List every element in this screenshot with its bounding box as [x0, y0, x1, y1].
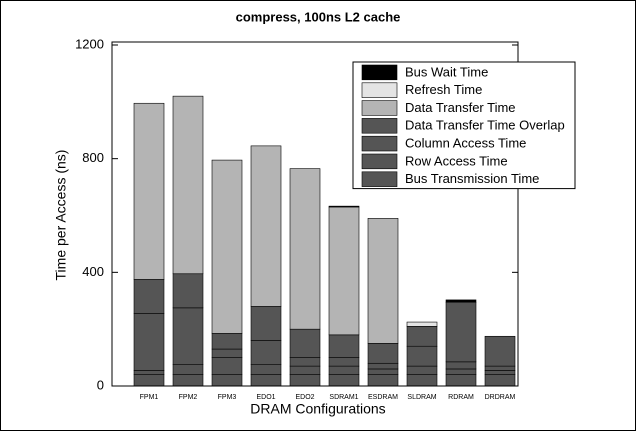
bar-segment — [367, 218, 399, 344]
legend-label: Refresh Time — [405, 82, 482, 97]
x-tick-label: SLDRAM — [407, 394, 436, 401]
legend-swatch — [361, 171, 398, 187]
bar-segment — [328, 206, 360, 336]
x-tick-label: FPM2 — [179, 394, 198, 401]
legend-swatch — [361, 82, 398, 98]
bar-segment — [406, 374, 438, 387]
bar-segment — [250, 364, 282, 375]
bar-segment — [367, 362, 399, 370]
bar-segment — [406, 345, 438, 367]
bar-segment — [328, 374, 360, 387]
bar-segment — [484, 370, 516, 375]
bar-segment — [133, 279, 165, 314]
chart-title: compress, 100ns L2 cache — [236, 9, 401, 24]
plot-area — [112, 44, 518, 387]
bar-segment — [445, 374, 477, 387]
legend-swatch — [361, 118, 398, 134]
x-tick-label: EDO1 — [256, 394, 275, 401]
bar-segment — [211, 348, 243, 358]
bar-segment — [133, 370, 165, 375]
bar-segment — [445, 301, 477, 363]
bar-segment — [211, 159, 243, 334]
x-tick-label: ESDRAM — [368, 394, 398, 401]
legend-swatch — [361, 100, 398, 116]
plot-border — [111, 41, 519, 387]
y-axis-title: Time per Access (ns) — [53, 150, 69, 281]
bar-segment — [289, 328, 321, 358]
legend-label: Data Transfer Time — [405, 100, 516, 115]
bar-segment — [172, 95, 204, 275]
bar-segment — [406, 321, 438, 327]
legend-label: Data Transfer Time Overlap — [405, 118, 565, 133]
bar-segment — [172, 364, 204, 375]
legend-label: Row Access Time — [405, 153, 508, 168]
x-tick-label: DRDRAM — [485, 394, 516, 401]
y-tick-label: 800 — [82, 150, 104, 165]
bar-segment — [367, 368, 399, 375]
bar-segment — [367, 343, 399, 364]
bar-segment — [289, 357, 321, 367]
bar-segment — [133, 313, 165, 371]
x-axis-title: DRAM Configurations — [250, 401, 385, 417]
legend-swatch — [361, 135, 398, 152]
bar-segment — [328, 365, 360, 375]
bar-segment — [172, 374, 204, 387]
legend-label: Bus Wait Time — [405, 64, 488, 79]
bar-segment — [445, 299, 477, 303]
bar-segment — [406, 326, 438, 347]
bar-segment — [367, 374, 399, 387]
bar-segment — [484, 335, 516, 367]
bar-segment — [250, 145, 282, 307]
y-tick-label: 1200 — [75, 36, 104, 51]
y-tick-label: 400 — [82, 264, 104, 279]
x-tick-label: EDO2 — [295, 394, 314, 401]
legend-swatch — [361, 64, 398, 81]
y-tick-label: 0 — [97, 377, 104, 392]
bar-segment — [133, 102, 165, 280]
bar-segment — [484, 374, 516, 387]
bar-segment — [172, 273, 204, 309]
bar-segment — [211, 357, 243, 375]
bar-segment — [133, 374, 165, 387]
x-tick-label: RDRAM — [448, 394, 474, 401]
bar-segment — [250, 374, 282, 387]
bar-segment — [445, 361, 477, 370]
x-tick-label: SDRAM1 — [329, 394, 358, 401]
bar-segment — [172, 307, 204, 365]
x-tick-label: FPM1 — [140, 394, 159, 401]
bar-segment — [250, 306, 282, 341]
bar-segment — [289, 168, 321, 330]
bar-segment — [289, 365, 321, 375]
bar-segment — [328, 357, 360, 367]
bar-segment — [211, 374, 243, 387]
x-tick-label: FPM3 — [218, 394, 237, 401]
legend: Bus Wait Time Refresh Time Data Transfer T… — [352, 61, 576, 190]
legend-label: Bus Transmission Time — [405, 171, 539, 186]
legend-swatch — [361, 153, 398, 170]
bar-segment — [406, 365, 438, 375]
bar-segment — [328, 334, 360, 358]
bar-segment — [328, 205, 360, 208]
bar-segment — [211, 333, 243, 350]
bar-segment — [289, 374, 321, 387]
bar-segment — [445, 368, 477, 375]
bar-segment — [484, 365, 516, 371]
bar-segment — [250, 340, 282, 365]
legend-label: Column Access Time — [405, 136, 526, 151]
